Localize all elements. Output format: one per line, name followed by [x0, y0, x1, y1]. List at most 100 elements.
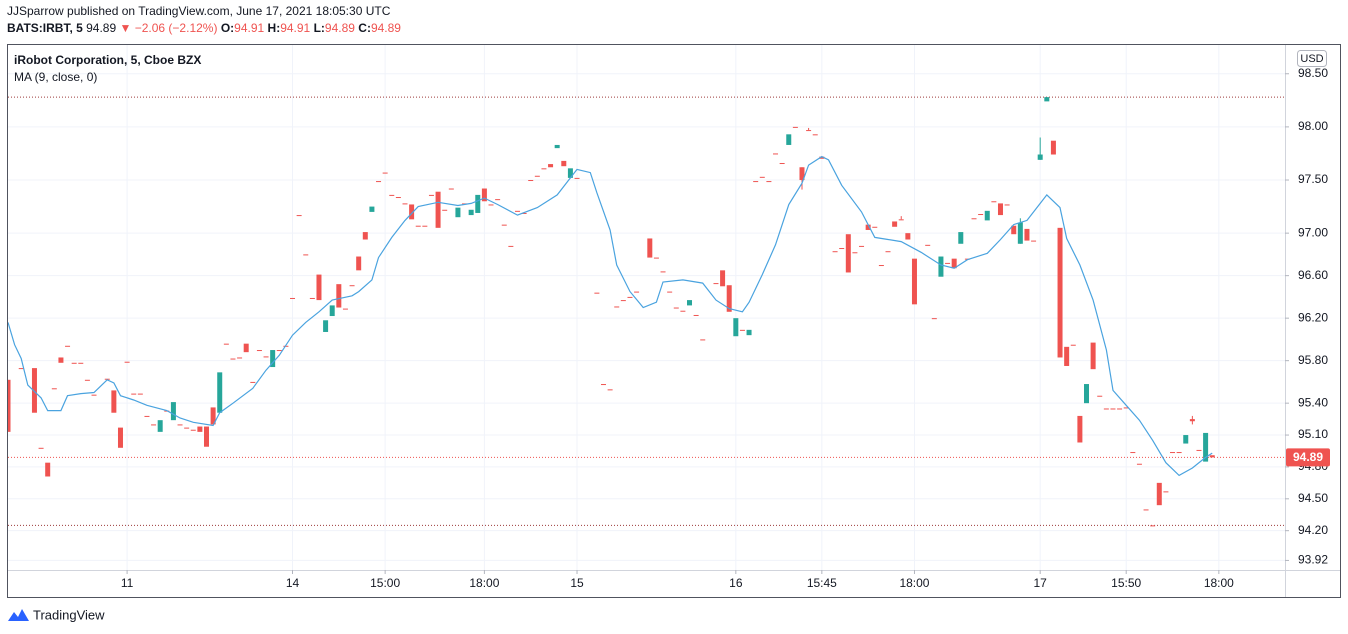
candle-body [1170, 452, 1176, 454]
candle-body [574, 177, 580, 179]
candle-body [931, 318, 937, 320]
candle-body [243, 343, 249, 353]
x-tick-label: 18:00 [469, 576, 499, 590]
candle-body [647, 238, 653, 258]
candle-body [1163, 491, 1169, 493]
candle-body [680, 310, 686, 312]
ohlc-value: 94.89 [371, 21, 401, 35]
candle-body [508, 245, 514, 247]
candle-body [660, 271, 666, 273]
candle-body [594, 292, 600, 294]
candle-body [217, 372, 223, 413]
currency[interactable]: USD [1300, 53, 1323, 65]
candle-body [1136, 463, 1142, 465]
x-tick-label: 15:45 [807, 576, 837, 590]
candle-body [488, 204, 494, 206]
candle-body [997, 203, 1003, 216]
logo-icon [8, 609, 29, 621]
candle-body [1004, 204, 1010, 206]
candle-body [382, 172, 388, 174]
plot [8, 96, 1285, 527]
candle-body [1070, 344, 1076, 346]
candle-body [1130, 452, 1136, 454]
candle-body [276, 350, 282, 352]
ohlc-value: 94.91 [234, 21, 264, 35]
candle-body [1176, 452, 1182, 454]
candle-body [336, 284, 342, 308]
candle-body [753, 181, 759, 183]
candle-body [65, 345, 71, 347]
candle-body [667, 291, 673, 293]
symbol: BATS:IRBT, 5 [7, 21, 83, 35]
candle-body [448, 188, 454, 190]
candle-body [422, 225, 428, 227]
candle-body [296, 215, 302, 217]
candle-body [84, 379, 90, 381]
y-tick-label: 94.50 [1298, 491, 1328, 505]
ohlc-label: C: [358, 21, 371, 35]
candle-body [369, 206, 375, 212]
candle-body [534, 175, 540, 177]
candle-body [170, 402, 176, 421]
candle-body [230, 358, 236, 360]
chart-frame [7, 44, 1341, 598]
candle-body [250, 381, 256, 383]
y-tick-label: 96.20 [1298, 310, 1328, 324]
candle-body [852, 252, 858, 254]
candle-body [455, 207, 461, 218]
candle-body [554, 144, 560, 149]
candle-body [819, 156, 825, 159]
candle-body [501, 224, 507, 226]
candle-body [514, 210, 520, 212]
candle-body [892, 221, 898, 227]
candle-body [766, 181, 772, 183]
change: −2.06 (−2.12%) [135, 21, 218, 35]
candle-body [739, 329, 745, 331]
candle-body [845, 234, 851, 273]
candle-body [270, 350, 276, 368]
candle-body [45, 462, 51, 477]
candle-body [395, 197, 401, 199]
candle-body [806, 130, 812, 132]
candle-body [528, 180, 534, 182]
candle-body [1203, 432, 1209, 462]
currency-box[interactable] [1297, 50, 1327, 67]
candle-body [256, 350, 262, 352]
candle-body [872, 226, 878, 228]
ohlc-label: L: [314, 21, 325, 35]
candle-body [376, 181, 382, 183]
candle-body [389, 194, 395, 196]
y-tick-label: 97.00 [1298, 225, 1328, 239]
y-tick-label: 93.92 [1298, 553, 1328, 567]
candle-body [978, 214, 984, 216]
candle-body [71, 362, 77, 364]
candle-body [91, 394, 97, 396]
candle-body [8, 379, 11, 432]
candle-body [548, 164, 554, 168]
x-tick-label: 18:00 [899, 576, 929, 590]
x-tick-label: 14 [286, 576, 300, 590]
candle-body [442, 209, 448, 211]
brand: TradingView [33, 607, 105, 622]
candle-body [687, 300, 693, 306]
chart-title: iRobot Corporation, 5, Cboe BZX [14, 53, 201, 67]
x-tick-label: 11 [121, 576, 134, 590]
candle-body [885, 251, 891, 253]
author: JJSparrow [7, 4, 64, 18]
ohlc-value: 94.89 [325, 21, 355, 35]
candle-body [673, 307, 679, 309]
candle-body [210, 407, 216, 425]
candle-body [131, 393, 137, 395]
candle-body [733, 318, 739, 337]
x-tick-label: 18:00 [1204, 576, 1234, 590]
candle-body [832, 251, 838, 253]
candle-body [878, 265, 884, 267]
candle-body [700, 339, 706, 341]
candle-body [144, 415, 150, 417]
x-tick-label: 15:00 [370, 576, 400, 590]
candle-body [323, 320, 329, 332]
ohlc-label: O: [221, 21, 234, 35]
candle-body [1209, 455, 1215, 458]
candle-body [951, 258, 957, 269]
